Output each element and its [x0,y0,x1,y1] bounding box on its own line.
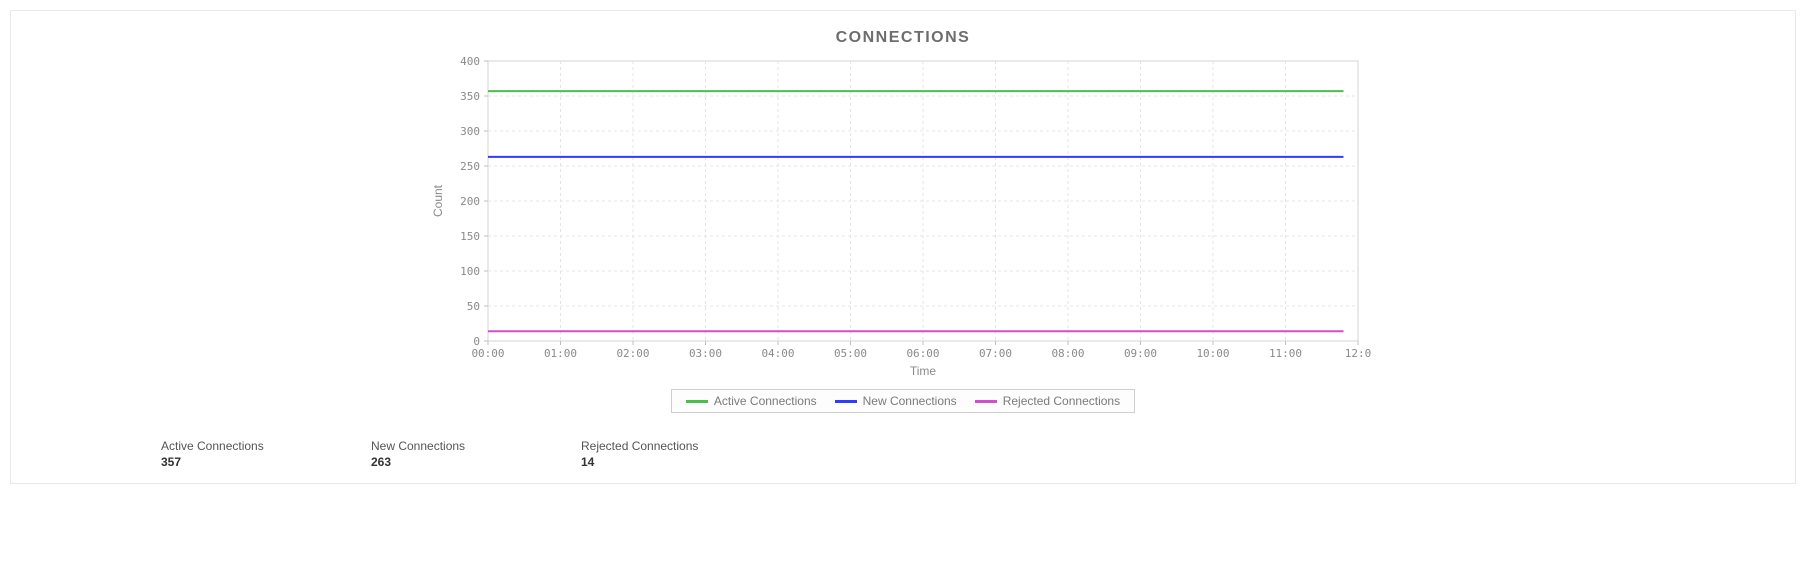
legend-swatch [835,400,857,403]
svg-text:02:00: 02:00 [616,347,649,360]
svg-text:150: 150 [460,230,480,243]
stat-value: 357 [161,455,371,469]
svg-text:200: 200 [460,195,480,208]
legend-swatch [975,400,997,403]
svg-text:04:00: 04:00 [761,347,794,360]
stat-label: New Connections [371,439,581,453]
svg-text:300: 300 [460,125,480,138]
legend-item[interactable]: New Connections [835,394,957,408]
chart-title: CONNECTIONS [11,11,1795,53]
svg-text:06:00: 06:00 [906,347,939,360]
legend-label: Rejected Connections [1003,394,1120,408]
svg-text:01:00: 01:00 [544,347,577,360]
svg-text:100: 100 [460,265,480,278]
stat-rejected-connections: Rejected Connections 14 [581,439,791,469]
svg-text:03:00: 03:00 [689,347,722,360]
svg-text:Count: Count [431,184,445,217]
svg-text:50: 50 [467,300,480,313]
chart-region: 05010015020025030035040000:0001:0002:000… [11,53,1795,383]
svg-text:12:0: 12:0 [1345,347,1372,360]
stat-new-connections: New Connections 263 [371,439,581,469]
legend-region: Active Connections New Connections Rejecte… [11,389,1795,413]
svg-text:11:00: 11:00 [1269,347,1302,360]
connections-panel: CONNECTIONS 05010015020025030035040000:0… [10,10,1796,484]
svg-text:07:00: 07:00 [979,347,1012,360]
svg-text:250: 250 [460,160,480,173]
legend-label: Active Connections [714,394,817,408]
svg-text:09:00: 09:00 [1124,347,1157,360]
legend-item[interactable]: Active Connections [686,394,817,408]
svg-text:05:00: 05:00 [834,347,867,360]
svg-text:400: 400 [460,55,480,68]
stat-label: Active Connections [161,439,371,453]
stat-label: Rejected Connections [581,439,791,453]
stats-row: Active Connections 357 New Connections 2… [11,413,1795,469]
svg-text:350: 350 [460,90,480,103]
legend-item[interactable]: Rejected Connections [975,394,1120,408]
svg-text:Time: Time [910,364,937,378]
connections-line-chart: 05010015020025030035040000:0001:0002:000… [418,53,1388,383]
svg-text:08:00: 08:00 [1051,347,1084,360]
legend-swatch [686,400,708,403]
svg-text:00:00: 00:00 [471,347,504,360]
legend-label: New Connections [863,394,957,408]
stat-value: 14 [581,455,791,469]
stat-active-connections: Active Connections 357 [161,439,371,469]
legend: Active Connections New Connections Rejecte… [671,389,1135,413]
svg-text:10:00: 10:00 [1196,347,1229,360]
stat-value: 263 [371,455,581,469]
